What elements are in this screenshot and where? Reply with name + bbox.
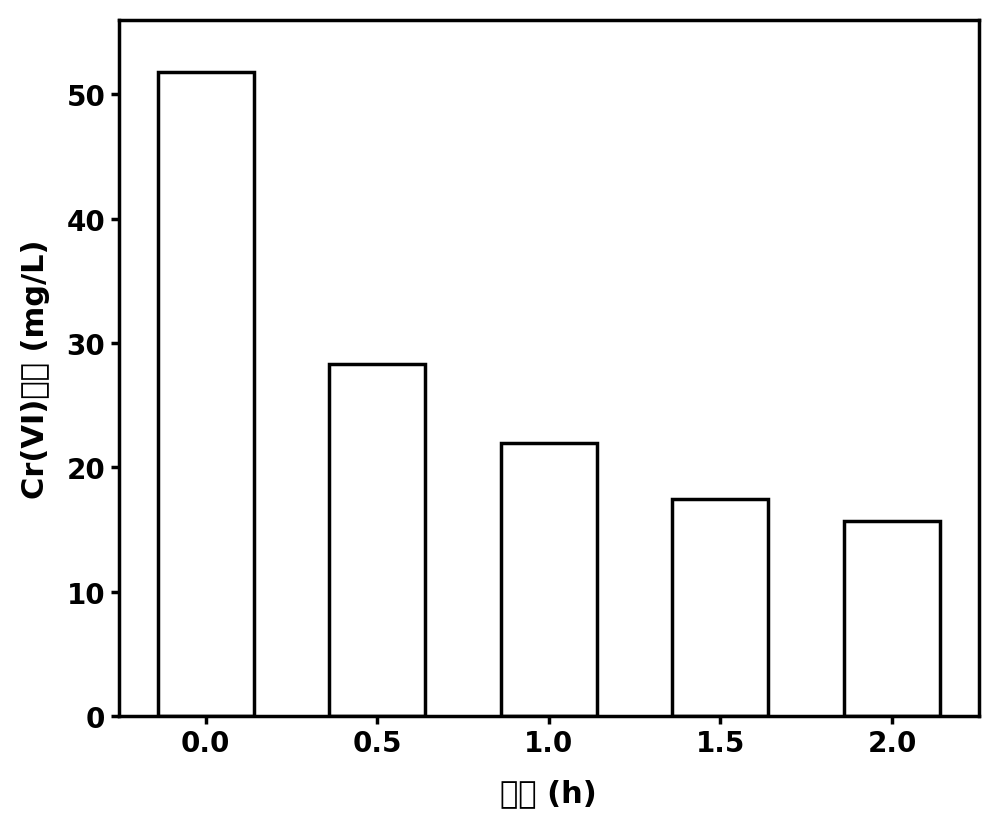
Y-axis label: Cr(VI)浓度 (mg/L): Cr(VI)浓度 (mg/L) xyxy=(21,239,50,498)
Bar xyxy=(672,499,768,716)
Bar xyxy=(329,365,425,716)
Bar xyxy=(158,73,254,716)
Bar xyxy=(844,522,940,716)
Bar xyxy=(501,443,597,716)
X-axis label: 时间 (h): 时间 (h) xyxy=(500,778,597,807)
